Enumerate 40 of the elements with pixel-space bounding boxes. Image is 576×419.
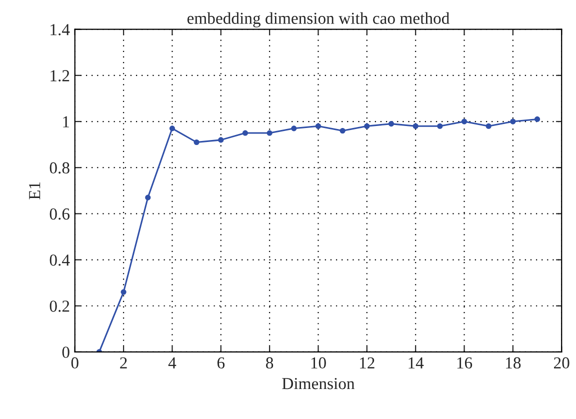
point: [461, 118, 468, 124]
point: [242, 130, 248, 136]
x-tick-label: 2: [120, 357, 127, 368]
x-tick-label: 10: [311, 357, 326, 369]
x-tick-label: 18: [506, 357, 521, 369]
point: [364, 123, 370, 129]
point: [486, 123, 492, 129]
x-tick-label: 20: [554, 357, 570, 369]
y-tick-label: 0.6: [50, 208, 70, 220]
point: [315, 123, 322, 129]
point: [194, 139, 200, 146]
point: [510, 118, 516, 124]
x-axis-title: Dimension: [282, 378, 355, 390]
x-tick-label: 8: [266, 357, 274, 369]
point: [388, 121, 394, 127]
point: [291, 126, 297, 132]
point: [534, 116, 540, 122]
y-tick-label: 1.2: [50, 70, 70, 82]
point: [120, 289, 126, 295]
x-tick-label: 4: [168, 357, 176, 368]
chart-title: embedding dimension with cao method: [187, 12, 450, 28]
y-tick-label: 0: [62, 346, 70, 358]
x-tick-label: 14: [408, 357, 424, 368]
point: [266, 130, 272, 136]
x-tick-label: 12: [360, 357, 374, 368]
x-tick-label: 16: [457, 357, 472, 369]
y-tick-label: 0.4: [50, 254, 70, 266]
point: [218, 137, 224, 143]
y-axis-title: E1: [29, 182, 40, 200]
x-tick-label: 0: [71, 357, 78, 369]
point: [169, 126, 175, 132]
point: [437, 123, 443, 129]
y-tick-label: 0.8: [50, 162, 70, 174]
y-tick-label: 1.4: [50, 24, 70, 36]
y-tick-label: 1: [63, 116, 70, 128]
point: [412, 123, 418, 129]
x-tick-label: 6: [217, 357, 225, 369]
y-tick-label: 0.2: [50, 300, 70, 312]
point: [340, 128, 346, 134]
point: [145, 194, 151, 200]
